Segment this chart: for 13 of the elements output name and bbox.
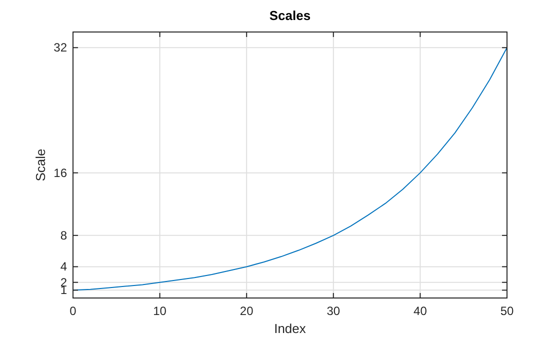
x-tick-label: 50 bbox=[500, 304, 514, 318]
y-tick-label: 4 bbox=[60, 260, 68, 274]
y-axis-title: Scale bbox=[33, 148, 48, 182]
y-tick-label: 16 bbox=[54, 166, 68, 180]
x-tick-label: 20 bbox=[240, 304, 254, 318]
chart-title: Scales bbox=[269, 8, 311, 23]
x-axis-title: Index bbox=[274, 321, 306, 336]
x-tick-label: 0 bbox=[70, 304, 77, 318]
x-tick-label: 40 bbox=[414, 304, 428, 318]
y-tick-label: 8 bbox=[60, 228, 68, 242]
x-tick-label: 10 bbox=[153, 304, 167, 318]
x-tick-label: 30 bbox=[326, 304, 340, 318]
y-tick-label: 32 bbox=[54, 40, 68, 55]
